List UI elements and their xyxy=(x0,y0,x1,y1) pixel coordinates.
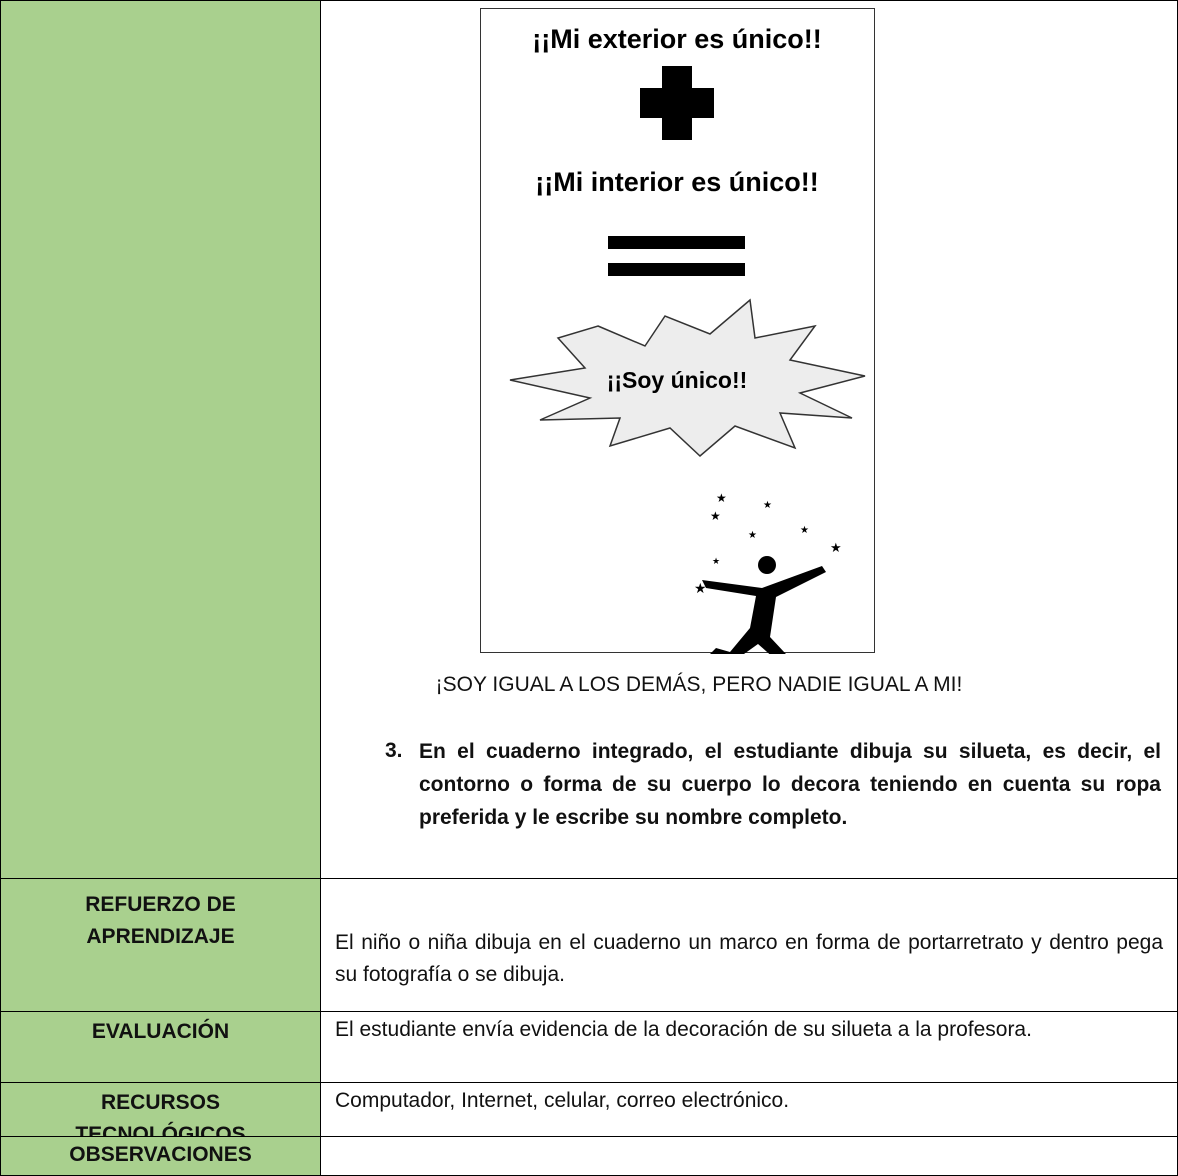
label-cell: REFUERZO DE APRENDIZAJE xyxy=(0,878,321,1012)
image-text: ¡¡Mi exterior es único!! xyxy=(532,24,822,54)
step-text: En el cuaderno integrado, el estudiante … xyxy=(419,740,1161,829)
svg-text:★: ★ xyxy=(830,540,842,555)
label-cell: RECURSOS TECNOLÓGICOS xyxy=(0,1082,321,1146)
svg-text:★: ★ xyxy=(716,491,727,505)
label-cell: OBSERVACIONES xyxy=(0,1136,321,1176)
svg-text:★: ★ xyxy=(800,525,809,536)
svg-text:★: ★ xyxy=(763,500,772,511)
svg-text:★: ★ xyxy=(710,509,721,523)
plus-sign xyxy=(640,66,714,140)
image-text: ¡¡Soy único!! xyxy=(607,367,748,393)
svg-text:★: ★ xyxy=(712,556,720,566)
label-cell xyxy=(0,0,321,879)
content-cell: Computador, Internet, celular, correo el… xyxy=(320,1082,1178,1137)
starburst xyxy=(509,298,866,458)
image-text: ¡¡Mi interior es único!! xyxy=(535,167,819,197)
illustration: ¡¡Mi exterior es único!! ¡¡Mi interior e… xyxy=(480,8,875,654)
jumping-figure: ★ ★ ★ ★ ★ ★ ★ ★ xyxy=(694,491,842,654)
content-cell: El niño o niña dibuja en el cuaderno un … xyxy=(320,878,1178,1012)
caption: ¡SOY IGUAL A LOS DEMÁS, PERO NADIE IGUAL… xyxy=(435,673,963,696)
content-cell: El estudiante envía evidencia de la deco… xyxy=(320,1011,1178,1083)
equals-bar xyxy=(608,236,745,249)
content-cell xyxy=(320,1136,1178,1176)
step-number: 3. xyxy=(385,739,403,762)
svg-text:★: ★ xyxy=(748,530,757,541)
content-cell: ¡¡Mi exterior es único!! ¡¡Mi interior e… xyxy=(320,0,1178,879)
svg-text:★: ★ xyxy=(694,580,707,596)
label-cell: EVALUACIÓN xyxy=(0,1011,321,1083)
equals-bar xyxy=(608,263,745,276)
